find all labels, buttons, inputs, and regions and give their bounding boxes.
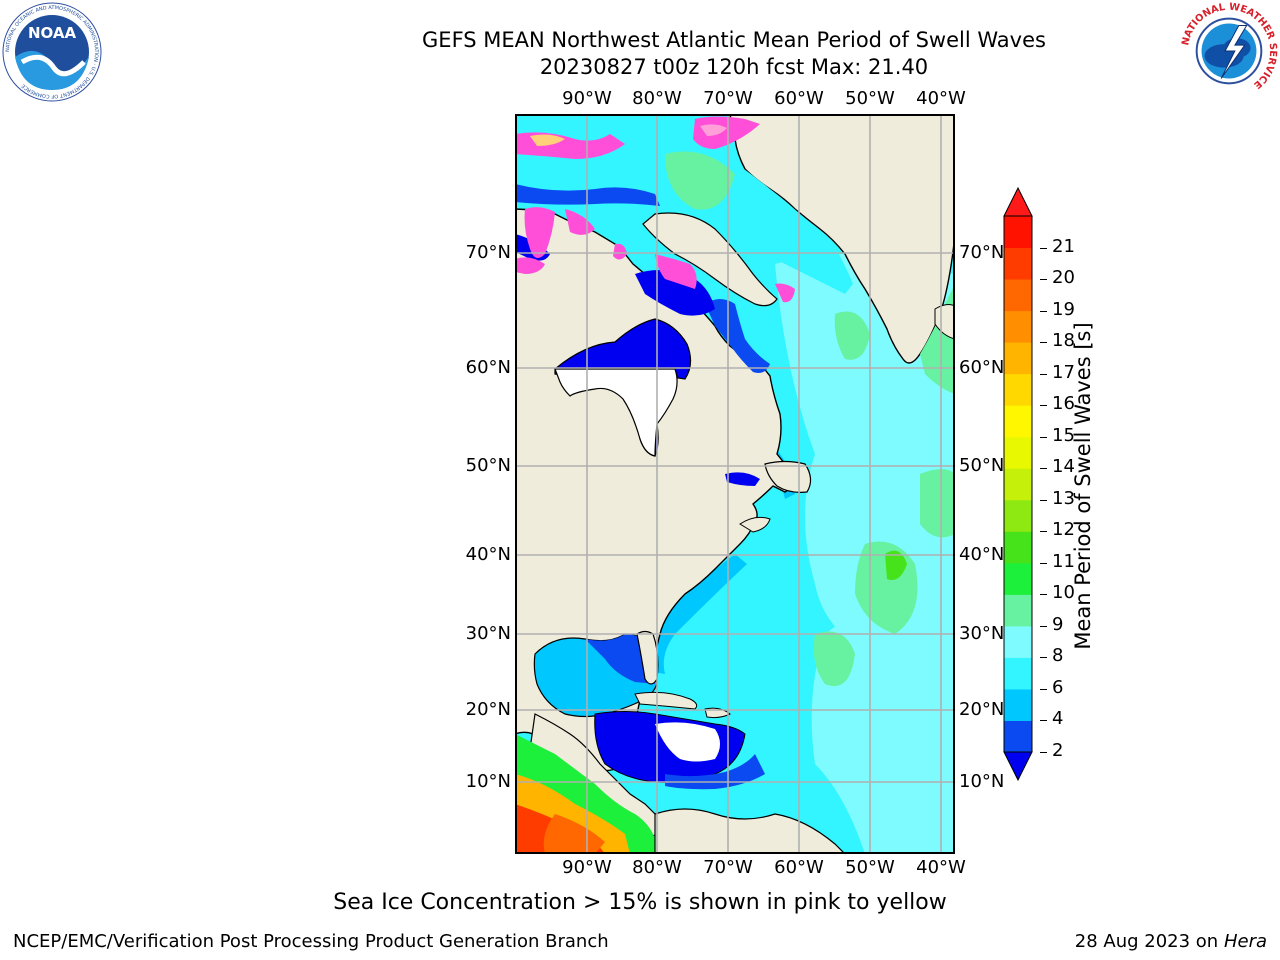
land-south-america — [654, 808, 846, 854]
lon-label-top: 90°W — [562, 88, 612, 109]
colorbar-tick-label: 6 — [1052, 676, 1064, 698]
colorbar-tick-mark — [1040, 436, 1047, 438]
colorbar-tick-label: 8 — [1052, 645, 1064, 667]
lat-label-right: 30°N — [959, 623, 1005, 644]
land-baffin-island — [642, 212, 778, 307]
colorbar-tick-mark — [1040, 499, 1047, 501]
lat-label-right: 40°N — [959, 544, 1005, 565]
graticule — [515, 114, 955, 854]
colorbar-segment — [1004, 625, 1032, 658]
colorbar-segment — [1004, 594, 1032, 627]
lon-label-bottom: 50°W — [845, 857, 895, 878]
lat-label-right: 20°N — [959, 699, 1005, 720]
colorbar-tick-label: 9 — [1052, 613, 1064, 635]
colorbar-tick-label: 16 — [1052, 393, 1075, 415]
colorbar-segment — [1004, 247, 1032, 280]
nws-logo: NATIONAL WEATHER SERVICE — [1180, 2, 1278, 100]
colorbar-segment — [1004, 373, 1032, 406]
colorbar-tick-label: 11 — [1052, 550, 1075, 572]
lat-label-right: 10°N — [959, 771, 1005, 792]
colorbar-tick-label: 4 — [1052, 708, 1064, 730]
lon-label-top: 50°W — [845, 88, 895, 109]
lon-label-bottom: 70°W — [703, 857, 753, 878]
map-title: GEFS MEAN Northwest Atlantic Mean Period… — [422, 28, 1046, 52]
colorbar-segment — [1004, 688, 1032, 721]
colorbar-tick-mark — [1040, 310, 1047, 312]
colorbar-label: Mean Period of Swell Waves [s] — [1071, 322, 1095, 650]
noaa-logo: NOAA NATIONAL OCEANIC AND ATMOSPHERIC AD… — [2, 2, 102, 102]
colorbar-segment — [1004, 279, 1032, 312]
lon-label-bottom: 80°W — [632, 857, 682, 878]
lon-label-bottom: 90°W — [562, 857, 612, 878]
branch-credit: NCEP/EMC/Verification Post Processing Pr… — [13, 931, 609, 952]
colorbar-segment — [1004, 342, 1032, 375]
colorbar-segment — [1004, 468, 1032, 501]
colorbar-tick-mark — [1040, 279, 1047, 281]
colorbar-tick-label: 2 — [1052, 740, 1064, 761]
colorbar-tick-label: 12 — [1052, 519, 1075, 541]
colorbar-segment — [1004, 531, 1032, 564]
colorbar-tick-mark — [1040, 562, 1047, 564]
run-date: 28 Aug 2023 on Hera — [1075, 931, 1267, 952]
colorbar-segment — [1004, 216, 1032, 249]
colorbar-under-extension — [1003, 751, 1033, 782]
lon-label-top: 70°W — [703, 88, 753, 109]
colorbar-tick-mark — [1040, 405, 1047, 407]
lat-label-left: 10°N — [465, 771, 511, 792]
colorbar-tick-mark — [1040, 720, 1047, 722]
map-panel — [515, 114, 955, 854]
colorbar-tick-label: 17 — [1052, 361, 1075, 383]
colorbar-tick-mark — [1040, 373, 1047, 375]
colorbar — [1000, 186, 1036, 782]
colorbar-tick-label: 20 — [1052, 267, 1075, 289]
colorbar-tick-label: 14 — [1052, 456, 1075, 478]
colorbar-segment — [1004, 499, 1032, 532]
svg-text:NOAA: NOAA — [28, 24, 77, 42]
colorbar-tick-mark — [1040, 531, 1047, 533]
colorbar-tick-mark — [1040, 752, 1047, 753]
lat-label-left: 50°N — [465, 455, 511, 476]
lon-label-bottom: 60°W — [774, 857, 824, 878]
lon-label-top: 60°W — [774, 88, 824, 109]
lat-label-right: 50°N — [959, 455, 1005, 476]
lat-label-left: 40°N — [465, 544, 511, 565]
colorbar-tick-label: 18 — [1052, 330, 1075, 352]
lat-label-left: 70°N — [465, 242, 511, 263]
sea-ice-note: Sea Ice Concentration > 15% is shown in … — [333, 890, 947, 915]
map-subtitle: 20230827 t00z 120h fcst Max: 21.40 — [539, 55, 929, 79]
colorbar-tick-mark — [1040, 594, 1047, 596]
colorbar-segment — [1004, 310, 1032, 343]
lat-label-left: 60°N — [465, 357, 511, 378]
lat-label-right: 60°N — [959, 357, 1005, 378]
colorbar-segment — [1004, 720, 1032, 753]
colorbar-over-extension — [1003, 186, 1033, 217]
colorbar-segment — [1004, 562, 1032, 595]
colorbar-tick-mark — [1040, 247, 1047, 249]
colorbar-tick-label: 21 — [1052, 235, 1075, 257]
run-host: Hera — [1223, 931, 1267, 952]
colorbar-segment — [1004, 436, 1032, 469]
lat-label-left: 20°N — [465, 699, 511, 720]
colorbar-tick-label: 13 — [1052, 487, 1075, 509]
colorbar-tick-mark — [1040, 657, 1047, 659]
colorbar-tick-mark — [1040, 468, 1047, 470]
colorbar-tick-mark — [1040, 342, 1047, 344]
lat-label-right: 70°N — [959, 242, 1005, 263]
run-date-text: 28 Aug 2023 on — [1074, 931, 1219, 952]
colorbar-tick-mark — [1040, 625, 1047, 627]
colorbar-segment — [1004, 405, 1032, 438]
colorbar-tick-label: 15 — [1052, 424, 1075, 446]
lon-label-top: 40°W — [916, 88, 966, 109]
lon-label-bottom: 40°W — [916, 857, 966, 878]
colorbar-tick-mark — [1040, 688, 1047, 690]
colorbar-segment — [1004, 657, 1032, 690]
lon-label-top: 80°W — [632, 88, 682, 109]
lat-label-left: 30°N — [465, 623, 511, 644]
colorbar-tick-label: 10 — [1052, 582, 1075, 604]
colorbar-tick-label: 19 — [1052, 298, 1075, 320]
